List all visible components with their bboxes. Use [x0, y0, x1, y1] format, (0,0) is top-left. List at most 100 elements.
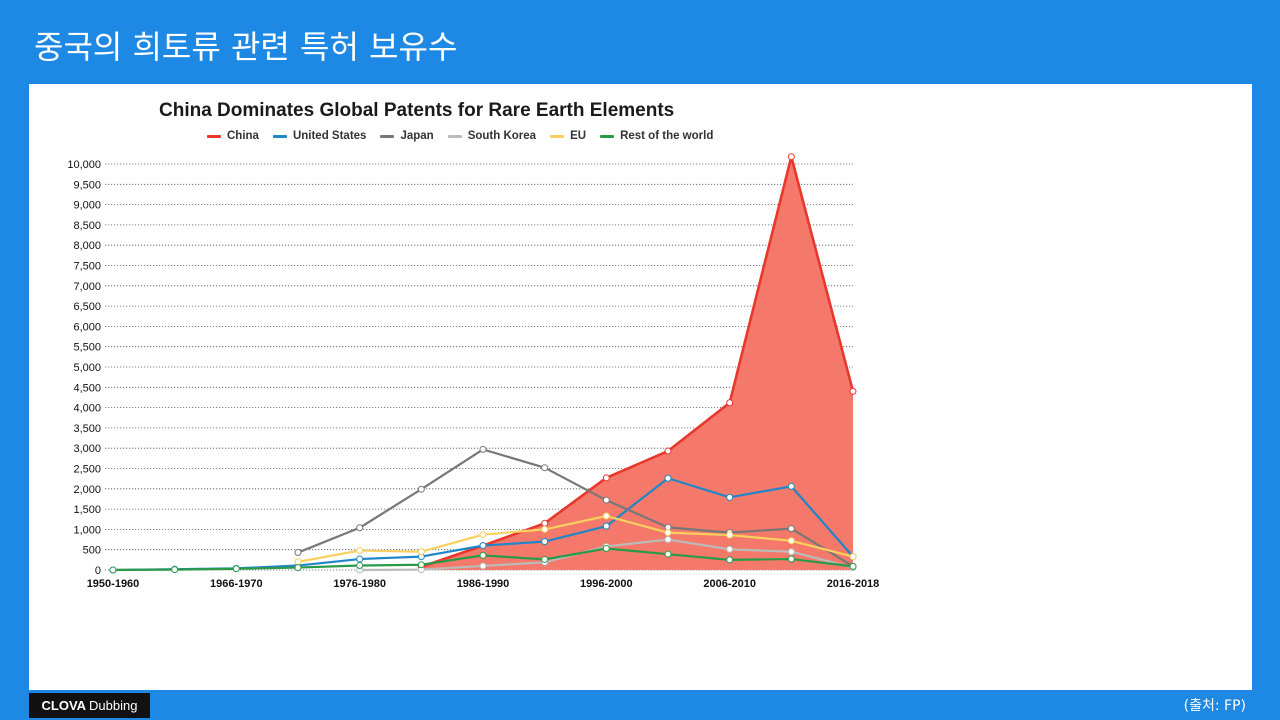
slide-title: 중국의 희토류 관련 특허 보유수 [34, 28, 458, 66]
data-point [541, 555, 549, 563]
x-tick-label: 1976-1980 [333, 578, 386, 590]
area-layer [421, 156, 853, 570]
x-tick-label: 2016-2018 [827, 578, 880, 590]
data-point [726, 531, 734, 539]
x-tick-label: 1966-1970 [210, 578, 263, 590]
y-tick-label: 2,500 [73, 464, 101, 476]
legend-item: EU [550, 130, 586, 142]
data-point [541, 538, 549, 546]
data-point [356, 562, 364, 570]
legend-item: United States [272, 130, 367, 142]
legend-label: China [227, 130, 259, 142]
y-tick-label: 1,000 [73, 524, 101, 536]
y-tick-label: 3,000 [73, 443, 101, 455]
legend-label: Japan [400, 130, 434, 142]
data-point [417, 548, 425, 556]
data-point [109, 566, 117, 574]
legend-item: Japan [380, 130, 434, 142]
data-point [849, 553, 857, 561]
data-point [479, 531, 487, 539]
legend-swatch [447, 134, 462, 138]
data-point [479, 542, 487, 550]
data-point [479, 445, 487, 453]
data-point [602, 512, 610, 520]
y-tick-label: 7,500 [73, 261, 101, 273]
y-tick-label: 9,500 [73, 179, 101, 191]
data-point [294, 549, 302, 557]
data-point [602, 496, 610, 504]
legend-label: South Korea [467, 130, 537, 142]
chart-panel: 0 500 1,000 1,500 2,000 2,500 3,000 3,500 4,000 4… [29, 84, 1252, 690]
data-point [787, 525, 795, 533]
data-point [726, 493, 734, 501]
data-point [726, 399, 734, 407]
data-point [726, 556, 734, 564]
data-point [356, 547, 364, 555]
data-point [541, 519, 549, 527]
y-tick-label: 9,000 [73, 200, 101, 212]
series-line-china [420, 155, 855, 568]
data-point [787, 482, 795, 490]
chart-title: China Dominates Global Patents for Rare … [159, 100, 675, 121]
data-point [294, 558, 302, 566]
y-tick-label: 0 [95, 565, 101, 577]
data-point [417, 561, 425, 569]
data-point [849, 387, 857, 395]
legend-swatch [207, 134, 221, 138]
chart: 0 500 1,000 1,500 2,000 2,500 3,000 3,500 4,000 4… [67, 153, 880, 590]
data-point [417, 485, 425, 493]
legend-label: EU [570, 130, 587, 142]
legend-label: United States [292, 130, 367, 142]
legend-item: China [207, 130, 259, 142]
data-point [849, 562, 857, 570]
brand-name-rest: Dubbing [89, 698, 138, 713]
data-point [232, 565, 240, 573]
y-tick-label: 7,000 [73, 281, 101, 293]
data-point [541, 464, 549, 472]
y-tick-label: 6,000 [73, 321, 101, 333]
data-point [664, 474, 672, 482]
legend-swatch [272, 134, 287, 138]
y-tick-label: 8,000 [73, 240, 101, 252]
data-point [787, 153, 795, 161]
source-note: (출처: FP) [1183, 698, 1246, 714]
y-tick-label: 3,500 [73, 423, 101, 435]
brand-logo: CLOVA Dubbing [29, 693, 150, 718]
x-tick-label: 2006-2010 [703, 578, 756, 590]
series-line-japan [297, 448, 854, 568]
data-point [664, 447, 672, 455]
data-point [787, 537, 795, 545]
x-tick-label: 1986-1990 [457, 578, 510, 590]
data-point [602, 522, 610, 530]
x-tick-label: 1996-2000 [580, 578, 633, 590]
data-point [356, 524, 364, 532]
series-area-china [421, 156, 853, 570]
data-point [664, 536, 672, 544]
y-tick-label: 8,500 [73, 220, 101, 232]
legend-item: Rest of the world [600, 130, 713, 142]
y-tick-label: 1,500 [73, 504, 101, 516]
point-layer [109, 153, 857, 574]
x-tick-label: 1950-1960 [87, 578, 140, 590]
data-point [602, 544, 610, 552]
y-tick-label: 6,500 [73, 301, 101, 313]
data-point [787, 555, 795, 563]
data-point [787, 548, 795, 556]
y-tick-label: 4,500 [73, 382, 101, 394]
y-tick-label: 2,000 [73, 484, 101, 496]
legend-item: South Korea [447, 130, 537, 142]
data-point [479, 551, 487, 559]
legend: China United States Japan South Korea EU Rest… [207, 130, 713, 142]
data-point [664, 550, 672, 558]
legend-swatch [600, 134, 615, 138]
data-point [356, 555, 364, 563]
data-point [479, 562, 487, 570]
y-tick-label: 5,500 [73, 342, 101, 354]
y-tick-label: 5,000 [73, 362, 101, 374]
data-point [602, 474, 610, 482]
series-line-eu [297, 514, 854, 563]
y-tick-label: 10,000 [67, 159, 101, 171]
data-point [726, 545, 734, 553]
legend-swatch [550, 134, 565, 138]
data-point [664, 529, 672, 537]
